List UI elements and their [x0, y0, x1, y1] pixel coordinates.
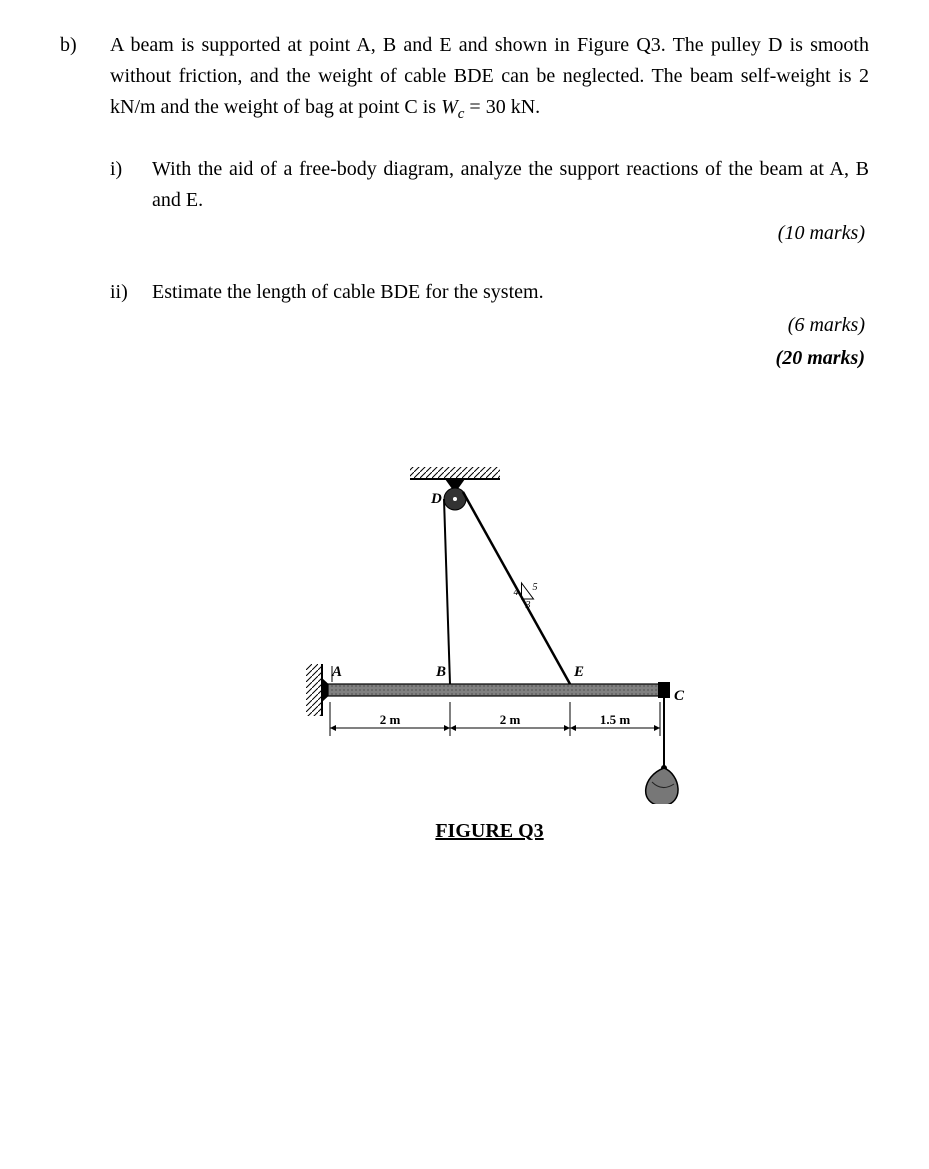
sub-text-ii: Estimate the length of cable BDE for the… [152, 277, 869, 308]
svg-text:4: 4 [513, 587, 518, 598]
sub-text-i: With the aid of a free-body diagram, ana… [152, 154, 869, 216]
svg-text:E: E [573, 664, 584, 680]
marks-i: (10 marks) [110, 218, 869, 249]
sub-label-i: i) [110, 154, 152, 185]
svg-text:C: C [674, 688, 685, 704]
svg-text:A: A [331, 664, 342, 680]
part-label: b) [60, 30, 110, 61]
sub-item-i: i) With the aid of a free-body diagram, … [110, 154, 869, 216]
figure-svg: 435 A B E C D 2 m 2 m 1.5 m [270, 424, 710, 804]
marks-ii: (6 marks) [110, 310, 869, 341]
svg-text:D: D [430, 491, 442, 507]
wc-eq: = 30 kN. [464, 96, 540, 118]
svg-text:2 m: 2 m [379, 712, 400, 727]
total-marks: (20 marks) [110, 343, 869, 374]
svg-text:1.5 m: 1.5 m [599, 712, 630, 727]
question-intro: A beam is supported at point A, B and E … [110, 30, 869, 126]
sub-item-ii: ii) Estimate the length of cable BDE for… [110, 277, 869, 308]
sub-label-ii: ii) [110, 277, 152, 308]
svg-text:3: 3 [524, 600, 530, 611]
question-content: A beam is supported at point A, B and E … [110, 30, 869, 847]
wc-symbol-pre: W [441, 96, 458, 118]
svg-text:B: B [435, 664, 446, 680]
figure-caption: FIGURE Q3 [435, 816, 543, 847]
figure-q3: 435 A B E C D 2 m 2 m 1.5 m FIGURE Q3 [110, 424, 869, 847]
question-b-row: b) A beam is supported at point A, B and… [60, 30, 869, 847]
svg-text:5: 5 [532, 582, 537, 593]
svg-text:2 m: 2 m [499, 712, 520, 727]
